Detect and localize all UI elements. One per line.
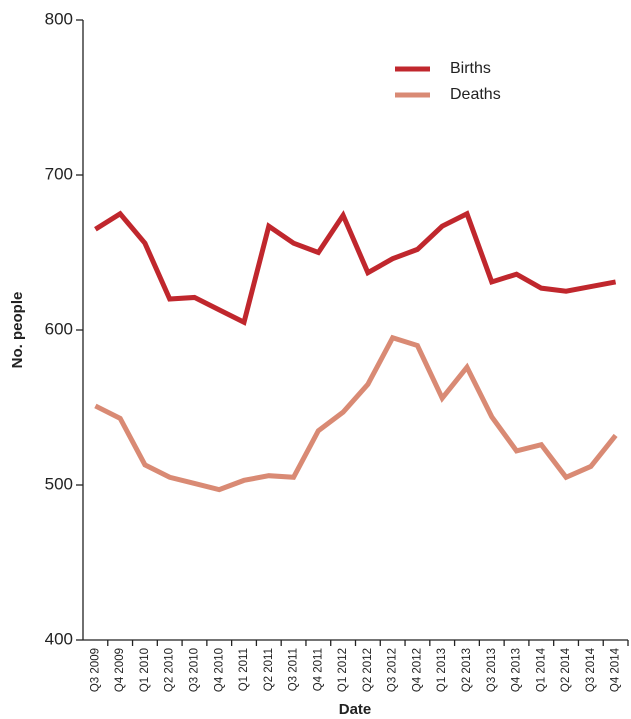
x-tick-label: Q4 2011 [312,648,324,691]
x-tick-label: Q4 2012 [411,648,423,692]
x-tick-label: Q3 2011 [288,648,300,691]
y-tick-label: 700 [45,164,73,183]
x-tick-label: Q3 2012 [387,648,399,692]
x-tick-label: Q2 2013 [461,648,473,692]
x-tick-label: Q2 2014 [560,647,572,692]
x-tick-label: Q1 2010 [139,648,151,692]
x-tick-label: Q4 2009 [114,648,126,692]
y-tick-label: 400 [45,629,73,648]
x-tick-label: Q1 2011 [238,648,250,691]
y-axis-label: No. people [9,292,26,369]
x-tick-label: Q3 2014 [585,647,597,692]
x-tick-label: Q3 2013 [486,648,498,692]
x-tick-label: Q2 2010 [164,648,176,692]
y-tick-label: 500 [45,474,73,493]
x-tick-label: Q3 2010 [189,648,201,692]
x-tick-label: Q4 2010 [213,648,225,692]
legend-label: Deaths [450,86,501,103]
x-tick-label: Q1 2014 [535,647,547,692]
line-series [94,334,618,493]
x-tick-label: Q2 2012 [362,648,374,692]
x-tick-label: Q1 2012 [337,648,349,692]
legend-label: Births [450,60,491,77]
y-tick-label: 800 [45,9,73,28]
x-tick-label: Q4 2014 [610,647,622,692]
x-tick-label: Q3 2009 [89,648,101,692]
x-axis-label: Date [339,701,372,718]
x-tick-label: Q2 2011 [263,648,275,691]
x-tick-label: Q1 2013 [436,648,448,692]
x-tick-label: Q4 2013 [511,648,523,692]
y-tick-label: 600 [45,319,73,338]
line-series [94,210,617,326]
